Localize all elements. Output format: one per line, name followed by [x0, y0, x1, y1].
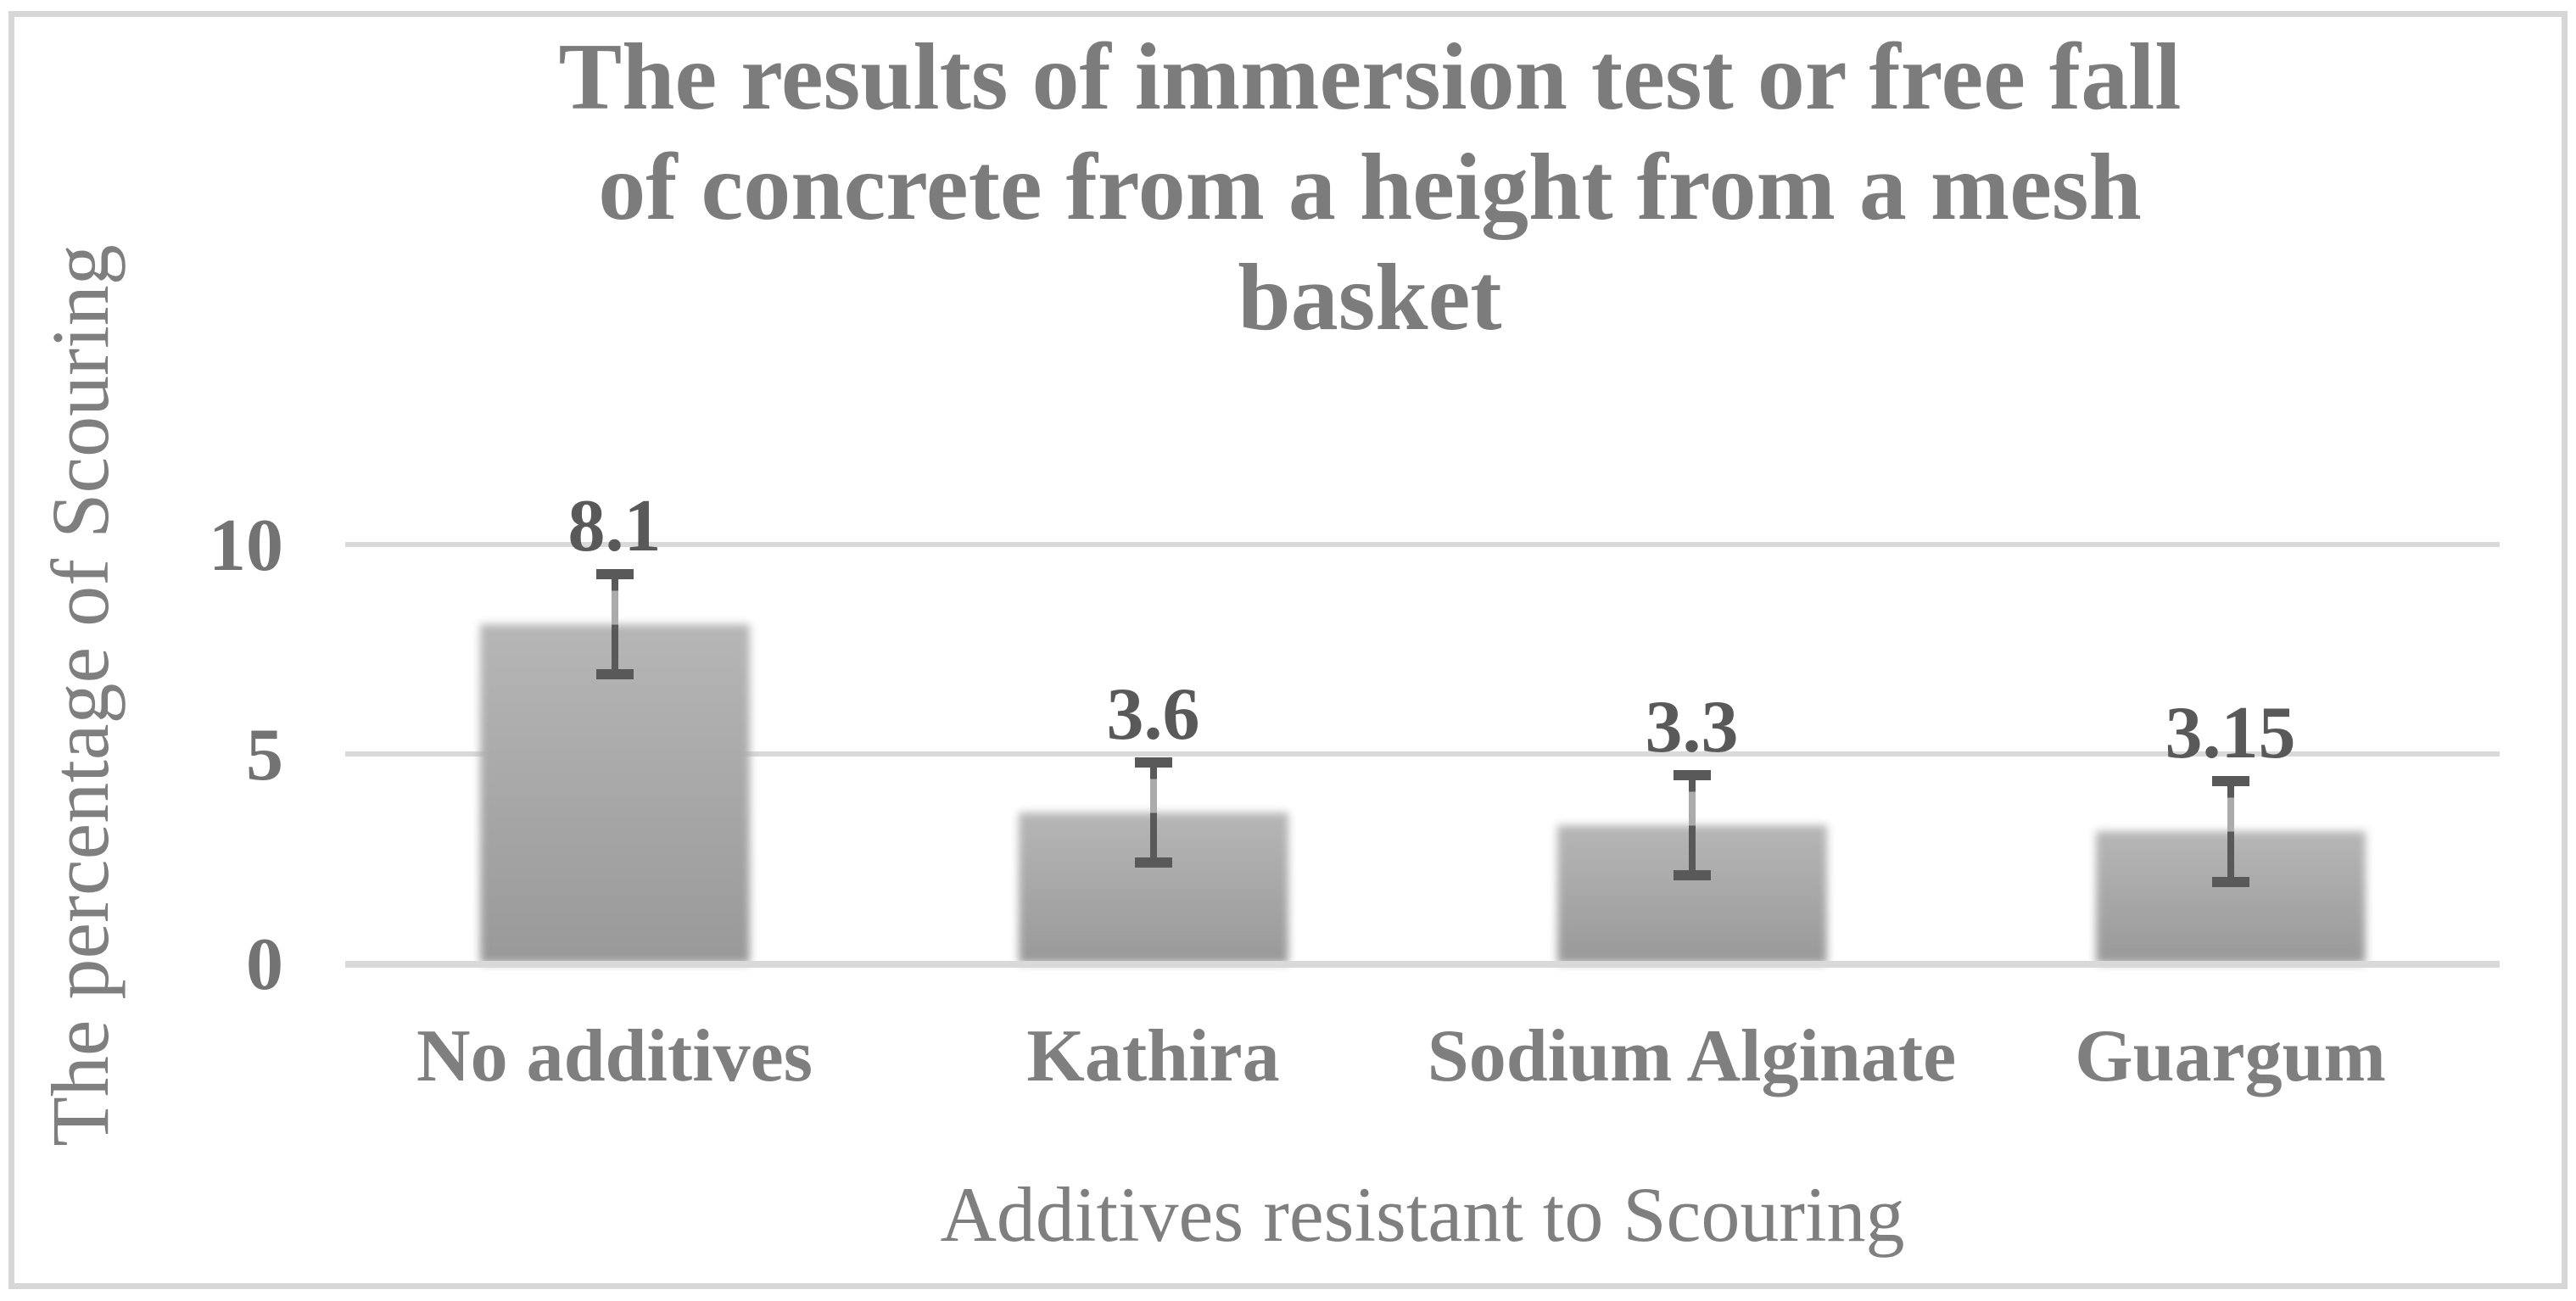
chart-title-line: basket: [1238, 245, 1502, 350]
error-bar-line: [1149, 762, 1157, 863]
error-bar-top-cap: [1673, 769, 1711, 780]
error-bar-top-cap: [1134, 757, 1172, 768]
value-label: 3.15: [2165, 692, 2296, 775]
y-tick-label-5: 5: [246, 714, 283, 796]
error-bar-bottom-cap: [2211, 876, 2249, 887]
chart-title: The results of immersion test or free fa…: [237, 22, 2502, 353]
error-bar-top-cap: [2211, 776, 2249, 787]
y-tick-label-10: 10: [209, 505, 283, 587]
error-bar-bottom-cap: [1673, 870, 1711, 881]
error-bar-line: [2227, 781, 2234, 882]
value-label: 8.1: [567, 484, 662, 567]
error-bar-bottom-cap: [1134, 857, 1172, 868]
x-axis-title: Additives resistant to Scouring: [940, 1171, 1905, 1258]
category-label: Sodium Alginate: [1427, 1015, 1957, 1097]
chart-title-line: of concrete from a height from a mesh: [598, 135, 2142, 240]
x-axis-line: [345, 961, 2500, 968]
category-label: Kathira: [1026, 1015, 1280, 1097]
gridline-10: [345, 542, 2500, 547]
value-label: 3.3: [1645, 685, 1739, 768]
error-bar-bottom-cap: [595, 669, 634, 680]
bar-no-additives: [479, 623, 750, 963]
chart-title-line: The results of immersion test or free fa…: [558, 25, 2182, 130]
value-label: 3.6: [1106, 673, 1200, 756]
category-label: No additives: [416, 1015, 813, 1097]
gridline-5: [345, 751, 2500, 757]
figure-border: [8, 11, 2568, 1289]
category-label: Guargum: [2075, 1015, 2386, 1097]
error-bar-top-cap: [595, 568, 634, 579]
error-bar-line: [611, 573, 618, 675]
y-axis-title: The percentage of Scouring: [35, 244, 126, 1147]
error-bar-line: [1688, 774, 1696, 876]
y-tick-label-0: 0: [246, 924, 283, 1006]
